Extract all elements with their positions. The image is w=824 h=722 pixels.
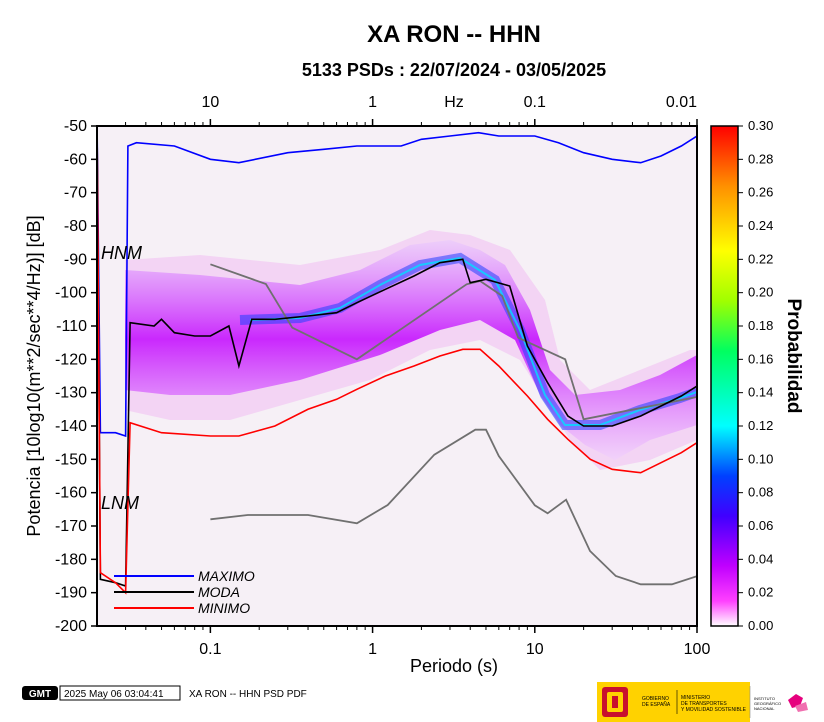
top-axis-ticks: 10 1 0.1 0.01 bbox=[201, 94, 698, 126]
top-axis-unit: Hz bbox=[444, 94, 464, 111]
colorbar-tick-label: 0.22 bbox=[748, 251, 773, 266]
density-core-inner bbox=[249, 256, 697, 426]
colorbar bbox=[710, 125, 739, 627]
chart-subtitle: 5133 PSDs : 22/07/2024 - 03/05/2025 bbox=[302, 60, 606, 80]
colorbar-tick-label: 0.20 bbox=[748, 285, 773, 300]
footer-timestamp: 2025 May 06 03:04:41 bbox=[64, 689, 164, 700]
colorbar-tick-label: 0.26 bbox=[748, 185, 773, 200]
y-tick-label: -120 bbox=[55, 351, 87, 368]
colorbar-tick-label: 0.30 bbox=[748, 118, 773, 133]
ign-logo-icon bbox=[788, 694, 808, 712]
colorbar-ticks: 0.00 0.02 0.04 0.06 0.08 0.10 0.12 0.14 0.16 0.18… bbox=[738, 118, 773, 633]
y-tick-label: -150 bbox=[55, 451, 87, 468]
x-tick-label: 100 bbox=[684, 641, 711, 658]
x-axis-label: Periodo (s) bbox=[410, 656, 498, 676]
y-tick-label: -80 bbox=[64, 218, 87, 235]
timestamp-box bbox=[59, 685, 181, 701]
ign-line2: GEOGRÁFICO bbox=[754, 701, 781, 706]
x-tick-label: 10 bbox=[526, 641, 544, 658]
plot-frame bbox=[96, 125, 698, 627]
top-tick-label: 10 bbox=[201, 94, 219, 111]
colorbar-tick-label: 0.10 bbox=[748, 451, 773, 466]
y-tick-label: -130 bbox=[55, 385, 87, 402]
x-tick-label: 1 bbox=[368, 641, 377, 658]
gmt-logo bbox=[22, 686, 58, 700]
ign-line3: NACIONAL bbox=[754, 706, 775, 711]
colorbar-tick-label: 0.18 bbox=[748, 318, 773, 333]
legend-moda-label: MODA bbox=[198, 584, 240, 600]
ministry-line3: Y MOVILIDAD SOSTENIBLE bbox=[681, 707, 747, 713]
footer: GMT 2025 May 06 03:04:41 XA RON -- HHN P… bbox=[22, 682, 808, 722]
gov-line2: DE ESPAÑA bbox=[642, 701, 671, 708]
colorbar-tick-label: 0.14 bbox=[748, 385, 773, 400]
colorbar-tick-label: 0.08 bbox=[748, 485, 773, 500]
y-tick-label: -60 bbox=[64, 151, 87, 168]
series-line-minimo bbox=[97, 126, 697, 595]
chart-title: XA RON -- HHN bbox=[367, 21, 541, 48]
colorbar-tick-label: 0.00 bbox=[748, 618, 773, 633]
y-tick-label: -200 bbox=[55, 618, 87, 635]
gov-line1: GOBIERNO bbox=[642, 696, 669, 702]
series-line-maximo bbox=[97, 126, 697, 438]
y-tick-label: -110 bbox=[56, 318, 87, 335]
top-tick-label: 0.01 bbox=[666, 94, 697, 111]
top-tick-label: 0.1 bbox=[524, 94, 546, 111]
y-axis-ticks: -50 -60 -70 -80 -90 -100 -110 -120 -130 -140 -150 -… bbox=[55, 118, 97, 635]
ministry-line1: MINISTERIO bbox=[681, 695, 710, 701]
colorbar-tick-label: 0.28 bbox=[748, 151, 773, 166]
gmt-logo-text: GMT bbox=[29, 689, 51, 700]
colorbar-tick-label: 0.16 bbox=[748, 351, 773, 366]
y-tick-label: -90 bbox=[64, 251, 87, 268]
x-tick-label: 0.1 bbox=[199, 641, 221, 658]
y-tick-label: -100 bbox=[55, 285, 87, 302]
series-layer bbox=[97, 126, 697, 595]
lnm-noise-model-line bbox=[210, 428, 697, 586]
y-tick-label: -50 bbox=[64, 118, 87, 135]
y-tick-label: -70 bbox=[64, 185, 87, 202]
hnm-label: HNM bbox=[101, 243, 142, 263]
lnm-label: LNM bbox=[101, 493, 139, 513]
legend-minimo-label: MINIMO bbox=[198, 600, 250, 616]
psd-density bbox=[125, 230, 697, 470]
legend: MAXIMO MODA MINIMO bbox=[114, 568, 255, 616]
colorbar-tick-label: 0.02 bbox=[748, 585, 773, 600]
y-tick-label: -180 bbox=[55, 551, 87, 568]
y-axis-label: Potencia [10log10(m**2/sec**4/Hz)] [dB] bbox=[24, 215, 44, 536]
y-tick-label: -140 bbox=[55, 418, 87, 435]
ministry-line2: DE TRANSPORTES bbox=[681, 701, 727, 707]
colorbar-tick-label: 0.12 bbox=[748, 418, 773, 433]
y-tick-label: -190 bbox=[55, 585, 87, 602]
y-tick-label: -160 bbox=[55, 485, 87, 502]
legend-maximo-label: MAXIMO bbox=[198, 568, 255, 584]
colorbar-tick-label: 0.24 bbox=[748, 218, 773, 233]
ign-line1: INSTITUTO bbox=[754, 696, 775, 701]
y-tick-label: -170 bbox=[55, 518, 87, 535]
spain-coat-of-arms-icon bbox=[602, 687, 628, 717]
footer-caption: XA RON -- HHN PSD PDF bbox=[189, 689, 307, 700]
colorbar-tick-label: 0.04 bbox=[748, 551, 773, 566]
x-axis-ticks: 0.1 1 10 100 bbox=[125, 122, 711, 658]
colorbar-tick-label: 0.06 bbox=[748, 518, 773, 533]
colorbar-label: Probabilidad bbox=[783, 298, 804, 413]
series-line-moda bbox=[97, 126, 697, 588]
top-tick-label: 1 bbox=[368, 94, 377, 111]
